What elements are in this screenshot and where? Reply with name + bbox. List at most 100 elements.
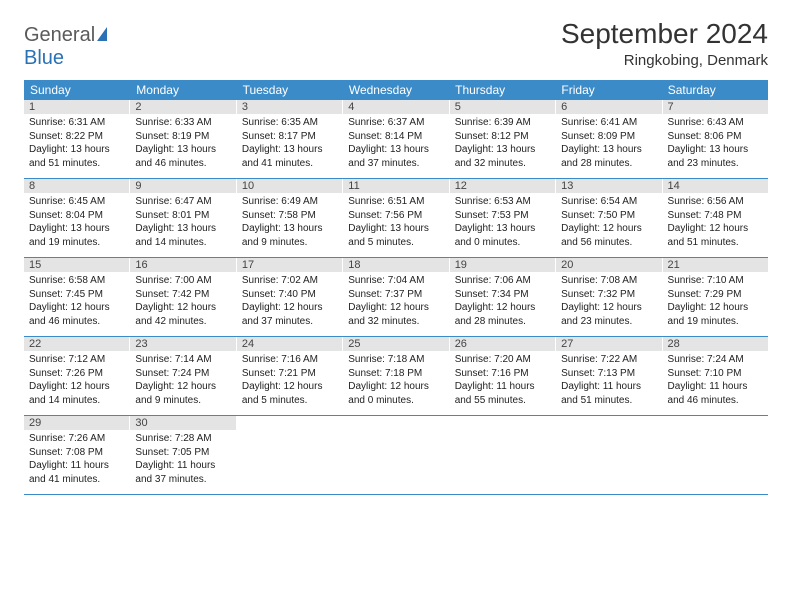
calendar-cell: 9Sunrise: 6:47 AMSunset: 8:01 PMDaylight…	[130, 179, 236, 257]
sunrise-line: Sunrise: 6:54 AM	[561, 195, 656, 209]
sunrise-line: Sunrise: 7:12 AM	[29, 353, 124, 367]
day-number: 14	[663, 179, 768, 193]
calendar-cell: 10Sunrise: 6:49 AMSunset: 7:58 PMDayligh…	[237, 179, 343, 257]
daylight-line: Daylight: 12 hours and 19 minutes.	[668, 301, 763, 328]
day-header: Tuesday	[237, 80, 343, 100]
day-number: 5	[450, 100, 555, 114]
day-number: 12	[450, 179, 555, 193]
sunrise-line: Sunrise: 6:51 AM	[348, 195, 443, 209]
day-header: Wednesday	[343, 80, 449, 100]
week-row: 1Sunrise: 6:31 AMSunset: 8:22 PMDaylight…	[24, 100, 768, 179]
calendar-cell-empty	[343, 416, 449, 494]
daylight-line: Daylight: 12 hours and 28 minutes.	[455, 301, 550, 328]
daylight-line: Daylight: 13 hours and 28 minutes.	[561, 143, 656, 170]
day-number: 19	[450, 258, 555, 272]
day-number: 10	[237, 179, 342, 193]
calendar-cell-empty	[663, 416, 768, 494]
week-row: 22Sunrise: 7:12 AMSunset: 7:26 PMDayligh…	[24, 337, 768, 416]
sunrise-line: Sunrise: 6:49 AM	[242, 195, 337, 209]
day-header: Friday	[555, 80, 661, 100]
daylight-line: Daylight: 12 hours and 9 minutes.	[135, 380, 230, 407]
sunset-line: Sunset: 8:09 PM	[561, 130, 656, 144]
sunrise-line: Sunrise: 7:08 AM	[561, 274, 656, 288]
day-header: Monday	[130, 80, 236, 100]
calendar-cell: 8Sunrise: 6:45 AMSunset: 8:04 PMDaylight…	[24, 179, 130, 257]
daylight-line: Daylight: 12 hours and 5 minutes.	[242, 380, 337, 407]
sunset-line: Sunset: 7:42 PM	[135, 288, 230, 302]
sunset-line: Sunset: 7:16 PM	[455, 367, 550, 381]
sunset-line: Sunset: 7:56 PM	[348, 209, 443, 223]
sunset-line: Sunset: 7:24 PM	[135, 367, 230, 381]
daylight-line: Daylight: 12 hours and 42 minutes.	[135, 301, 230, 328]
day-number: 30	[130, 416, 235, 430]
day-number: 15	[24, 258, 129, 272]
week-row: 15 Sunrise: 6:58 AMSunset: 7:45 PM Dayligh…	[24, 258, 768, 337]
sunset-line: Sunset: 7:26 PM	[29, 367, 124, 381]
sunrise-line: Sunrise: 6:58 AM	[29, 274, 124, 288]
sunrise-line: Sunrise: 7:16 AM	[242, 353, 337, 367]
sunset-line: Sunset: 7:45 PM	[29, 288, 124, 302]
day-number: 26	[450, 337, 555, 351]
sunrise-line: Sunrise: 6:33 AM	[135, 116, 230, 130]
sunset-line: Sunset: 7:50 PM	[561, 209, 656, 223]
sunset-line: Sunset: 8:06 PM	[668, 130, 763, 144]
sunset-line: Sunset: 7:05 PM	[135, 446, 230, 460]
calendar-cell: 26Sunrise: 7:20 AMSunset: 7:16 PMDayligh…	[450, 337, 556, 415]
day-number: 4	[343, 100, 448, 114]
sunset-line: Sunset: 7:48 PM	[668, 209, 763, 223]
daylight-line: Daylight: 12 hours and 32 minutes.	[348, 301, 443, 328]
daylight-line: Daylight: 12 hours and 14 minutes.	[29, 380, 124, 407]
sunrise-line: Sunrise: 6:47 AM	[135, 195, 230, 209]
sunrise-line: Sunrise: 6:31 AM	[29, 116, 124, 130]
day-header-row: SundayMondayTuesdayWednesdayThursdayFrid…	[24, 80, 768, 100]
sunset-line: Sunset: 8:12 PM	[455, 130, 550, 144]
sunset-line: Sunset: 7:13 PM	[561, 367, 656, 381]
week-row: 29Sunrise: 7:26 AMSunset: 7:08 PMDayligh…	[24, 416, 768, 495]
sunrise-line: Sunrise: 6:45 AM	[29, 195, 124, 209]
calendar-cell: 15Sunrise: 6:58 AMSunset: 7:45 PMDayligh…	[24, 258, 130, 336]
day-number: 27	[556, 337, 661, 351]
calendar-cell: 25Sunrise: 7:18 AMSunset: 7:18 PMDayligh…	[343, 337, 449, 415]
calendar-cell: 2Sunrise: 6:33 AMSunset: 8:19 PMDaylight…	[130, 100, 236, 178]
logo-word2: Blue	[24, 47, 64, 69]
page-title: September 2024	[561, 18, 768, 50]
calendar-cell: 19Sunrise: 7:06 AMSunset: 7:34 PMDayligh…	[450, 258, 556, 336]
daylight-line: Daylight: 13 hours and 37 minutes.	[348, 143, 443, 170]
daylight-line: Daylight: 12 hours and 23 minutes.	[561, 301, 656, 328]
daylight-line: Daylight: 12 hours and 0 minutes.	[348, 380, 443, 407]
logo: General Blue	[24, 18, 107, 70]
sunset-line: Sunset: 8:04 PM	[29, 209, 124, 223]
calendar-cell: 23Sunrise: 7:14 AMSunset: 7:24 PMDayligh…	[130, 337, 236, 415]
location-label: Ringkobing, Denmark	[561, 52, 768, 69]
sunset-line: Sunset: 7:58 PM	[242, 209, 337, 223]
daylight-line: Daylight: 11 hours and 46 minutes.	[668, 380, 763, 407]
sunrise-line: Sunrise: 7:26 AM	[29, 432, 124, 446]
daylight-line: Daylight: 13 hours and 41 minutes.	[242, 143, 337, 170]
sunset-line: Sunset: 8:22 PM	[29, 130, 124, 144]
calendar-cell-empty	[237, 416, 343, 494]
daylight-line: Daylight: 13 hours and 51 minutes.	[29, 143, 124, 170]
daylight-line: Daylight: 11 hours and 51 minutes.	[561, 380, 656, 407]
calendar-cell: 16Sunrise: 7:00 AMSunset: 7:42 PMDayligh…	[130, 258, 236, 336]
calendar-cell: 17Sunrise: 7:02 AMSunset: 7:40 PMDayligh…	[237, 258, 343, 336]
day-number: 8	[24, 179, 129, 193]
daylight-line: Daylight: 11 hours and 37 minutes.	[135, 459, 230, 486]
sunset-line: Sunset: 8:14 PM	[348, 130, 443, 144]
day-number: 24	[237, 337, 342, 351]
daylight-line: Daylight: 12 hours and 37 minutes.	[242, 301, 337, 328]
day-number: 9	[130, 179, 235, 193]
daylight-line: Daylight: 13 hours and 46 minutes.	[135, 143, 230, 170]
weeks-container: 1Sunrise: 6:31 AMSunset: 8:22 PMDaylight…	[24, 100, 768, 495]
calendar-cell-empty	[556, 416, 662, 494]
calendar-cell: 30Sunrise: 7:28 AMSunset: 7:05 PMDayligh…	[130, 416, 236, 494]
daylight-line: Daylight: 13 hours and 5 minutes.	[348, 222, 443, 249]
sunrise-line: Sunrise: 7:24 AM	[668, 353, 763, 367]
calendar-cell: 4Sunrise: 6:37 AMSunset: 8:14 PMDaylight…	[343, 100, 449, 178]
sunrise-line: Sunrise: 6:56 AM	[668, 195, 763, 209]
calendar-cell: 24Sunrise: 7:16 AMSunset: 7:21 PMDayligh…	[237, 337, 343, 415]
calendar-cell: 5Sunrise: 6:39 AMSunset: 8:12 PMDaylight…	[450, 100, 556, 178]
day-number: 23	[130, 337, 235, 351]
calendar-cell: 13Sunrise: 6:54 AMSunset: 7:50 PMDayligh…	[556, 179, 662, 257]
sunrise-line: Sunrise: 6:39 AM	[455, 116, 550, 130]
calendar-cell: 18Sunrise: 7:04 AMSunset: 7:37 PMDayligh…	[343, 258, 449, 336]
